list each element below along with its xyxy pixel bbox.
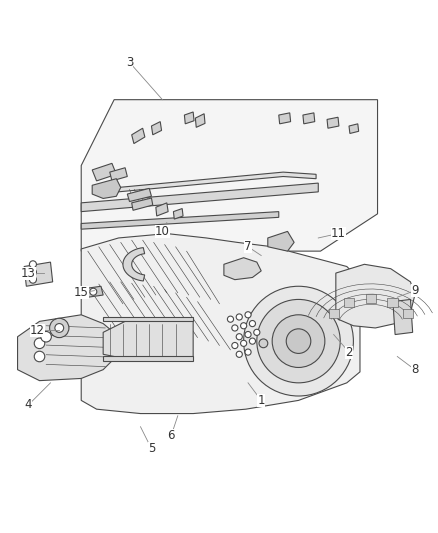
Text: 5: 5 (148, 442, 155, 455)
Polygon shape (335, 264, 414, 328)
Circle shape (244, 312, 251, 318)
Polygon shape (131, 128, 145, 143)
Circle shape (258, 339, 267, 348)
Text: 4: 4 (25, 398, 32, 411)
Circle shape (34, 351, 45, 362)
Polygon shape (127, 188, 151, 201)
Text: 8: 8 (410, 363, 417, 376)
Circle shape (249, 338, 255, 344)
Polygon shape (94, 172, 315, 194)
Circle shape (240, 322, 246, 329)
Polygon shape (92, 179, 120, 198)
Circle shape (249, 320, 255, 327)
Text: 13: 13 (21, 266, 36, 280)
Polygon shape (103, 317, 193, 321)
Polygon shape (24, 262, 53, 286)
Polygon shape (94, 194, 263, 207)
Polygon shape (402, 309, 413, 318)
Polygon shape (151, 122, 161, 135)
Polygon shape (81, 183, 318, 212)
Text: 10: 10 (155, 225, 170, 238)
Polygon shape (223, 258, 261, 280)
Polygon shape (302, 113, 314, 124)
Polygon shape (278, 113, 290, 124)
Text: 7: 7 (244, 240, 251, 253)
Circle shape (244, 332, 251, 337)
Circle shape (89, 288, 96, 295)
Text: 2: 2 (344, 345, 352, 359)
Polygon shape (110, 168, 127, 181)
Polygon shape (103, 357, 193, 361)
Circle shape (49, 318, 69, 337)
Polygon shape (365, 294, 375, 303)
Polygon shape (85, 286, 103, 297)
Circle shape (29, 276, 36, 283)
Polygon shape (131, 198, 152, 211)
Circle shape (231, 342, 237, 349)
Circle shape (55, 324, 64, 333)
Polygon shape (155, 203, 168, 216)
Circle shape (240, 340, 246, 346)
Polygon shape (173, 208, 183, 219)
Circle shape (272, 315, 324, 367)
Circle shape (243, 286, 353, 396)
Polygon shape (387, 298, 397, 307)
Circle shape (29, 261, 36, 268)
Polygon shape (92, 163, 116, 181)
Text: 9: 9 (410, 284, 418, 297)
Circle shape (236, 334, 242, 340)
Text: 15: 15 (74, 286, 88, 300)
Polygon shape (328, 309, 338, 318)
Circle shape (227, 316, 233, 322)
Text: 6: 6 (167, 429, 175, 442)
Circle shape (253, 329, 259, 335)
Polygon shape (267, 231, 293, 251)
Polygon shape (326, 117, 338, 128)
Circle shape (286, 329, 310, 353)
Polygon shape (348, 124, 358, 133)
Circle shape (244, 349, 251, 355)
Polygon shape (81, 100, 377, 251)
Text: 3: 3 (126, 56, 133, 69)
Text: 1: 1 (257, 394, 265, 407)
Circle shape (29, 269, 36, 276)
Circle shape (34, 338, 45, 349)
Circle shape (231, 325, 237, 331)
Text: 12: 12 (30, 324, 45, 337)
Polygon shape (123, 248, 145, 281)
Circle shape (256, 300, 339, 383)
Polygon shape (81, 212, 278, 229)
Circle shape (236, 314, 242, 320)
Polygon shape (195, 114, 205, 127)
Polygon shape (184, 112, 194, 124)
Circle shape (41, 332, 51, 342)
Polygon shape (103, 321, 193, 359)
Polygon shape (392, 300, 412, 335)
Polygon shape (18, 315, 116, 381)
Polygon shape (81, 233, 359, 414)
Text: 11: 11 (330, 227, 345, 240)
Polygon shape (343, 298, 353, 307)
Circle shape (236, 351, 242, 357)
